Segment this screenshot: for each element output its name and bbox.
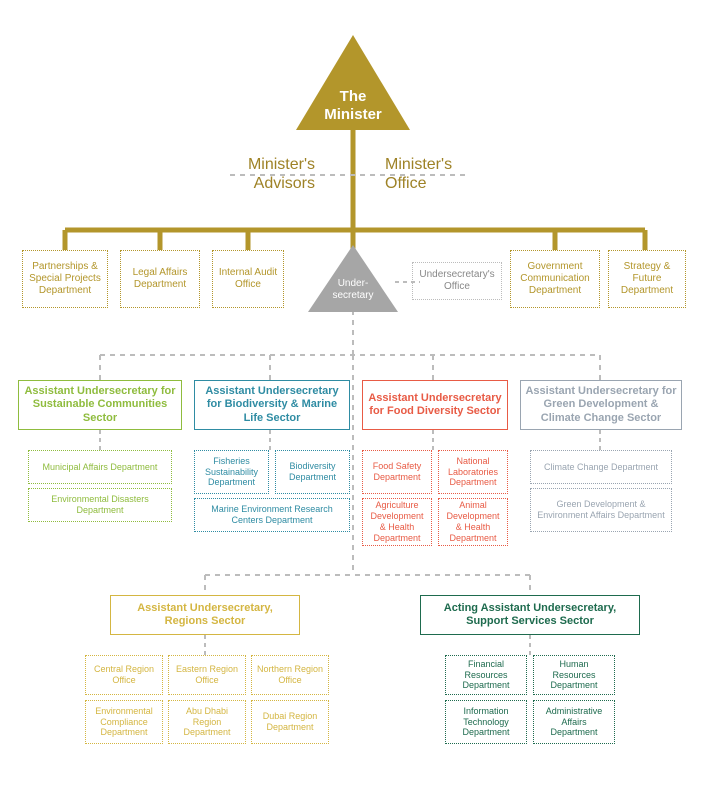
sector-regions-title: Assistant Undersecretary, Regions Sector [110, 595, 300, 635]
box-partnerships: Partnerships & Special Projects Departme… [22, 250, 108, 308]
sector-support-dept-3: Administrative Affairs Department [533, 700, 615, 744]
sector-regions-dept-4: Abu Dhabi Region Department [168, 700, 246, 744]
sector-d-title: Assistant Undersecretary for Green Devel… [520, 380, 682, 430]
sector-d-dept-1: Green Development & Environment Affairs … [530, 488, 672, 532]
sector-b-dept-1: Biodiversity Department [275, 450, 350, 494]
box-govcomm: Government Communication Department [510, 250, 600, 308]
sector-support-dept-1: Human Resources Department [533, 655, 615, 695]
sector-support-dept-0: Financial Resources Department [445, 655, 527, 695]
sector-regions-dept-3: Environmental Compliance Department [85, 700, 163, 744]
sector-support-dept-2: Information Technology Department [445, 700, 527, 744]
sector-c-dept-2: Agriculture Development & Health Departm… [362, 498, 432, 546]
sector-b-title: Assistant Undersecretary for Biodiversit… [194, 380, 350, 430]
sector-regions-dept-5: Dubai Region Department [251, 700, 329, 744]
sector-b-dept-2: Marine Environment Research Centers Depa… [194, 498, 350, 532]
box-legal: Legal Affairs Department [120, 250, 200, 308]
minister-label: The Minister [316, 88, 390, 124]
sector-a-dept-1: Environmental Disasters Department [28, 488, 172, 522]
sector-a-title: Assistant Undersecretary for Sustainable… [18, 380, 182, 430]
sector-c-dept-1: National Laboratories Department [438, 450, 508, 494]
sector-d-dept-0: Climate Change Department [530, 450, 672, 484]
sector-a-dept-0: Municipal Affairs Department [28, 450, 172, 484]
sector-regions-dept-1: Eastern Region Office [168, 655, 246, 695]
sector-c-dept-3: Animal Development & Health Department [438, 498, 508, 546]
box-usoffice: Undersecretary's Office [412, 262, 502, 300]
box-strategy: Strategy & Future Department [608, 250, 686, 308]
sector-b-dept-0: Fisheries Sustainability Department [194, 450, 269, 494]
sector-support-title: Acting Assistant Undersecretary, Support… [420, 595, 640, 635]
office-label: Minister's Office [385, 155, 505, 193]
undersecretary-label: Under- secretary [315, 278, 391, 302]
sector-regions-dept-0: Central Region Office [85, 655, 163, 695]
box-audit: Internal Audit Office [212, 250, 284, 308]
sector-c-title: Assistant Undersecretary for Food Divers… [362, 380, 508, 430]
sector-c-dept-0: Food Safety Department [362, 450, 432, 494]
advisors-label: Minister's Advisors [195, 155, 315, 193]
sector-regions-dept-2: Northern Region Office [251, 655, 329, 695]
